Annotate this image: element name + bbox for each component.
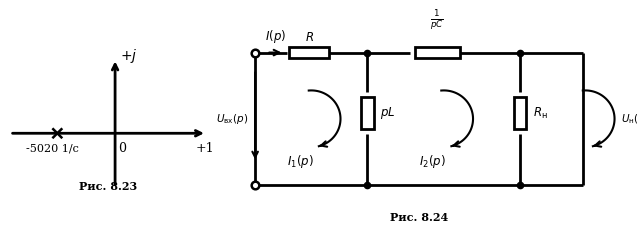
Text: +1: +1 [196,142,214,155]
Bar [415,47,459,58]
Text: $R_{\rm н}$: $R_{\rm н}$ [533,106,548,121]
Text: $U_{\rm вх}(p)$: $U_{\rm вх}(p)$ [216,112,248,126]
Text: $\frac{1}{pC}$: $\frac{1}{pC}$ [430,8,444,32]
Bar [289,47,329,58]
Bar [361,97,374,129]
Text: Рис. 8.23: Рис. 8.23 [79,181,138,192]
Text: $R$: $R$ [304,31,313,44]
Text: $+j$: $+j$ [120,48,138,65]
Bar [514,97,527,129]
Text: $I_1(p)$: $I_1(p)$ [287,153,313,170]
Text: $U_{\rm н}(p)$: $U_{\rm н}(p)$ [621,112,637,126]
Text: $I(p)$: $I(p)$ [265,28,286,45]
Text: -5020 1/с: -5020 1/с [26,143,79,153]
Text: $pL$: $pL$ [380,105,396,121]
Text: $I_2(p)$: $I_2(p)$ [419,153,446,170]
Text: Рис. 8.24: Рис. 8.24 [390,212,448,223]
Text: 0: 0 [118,142,127,155]
